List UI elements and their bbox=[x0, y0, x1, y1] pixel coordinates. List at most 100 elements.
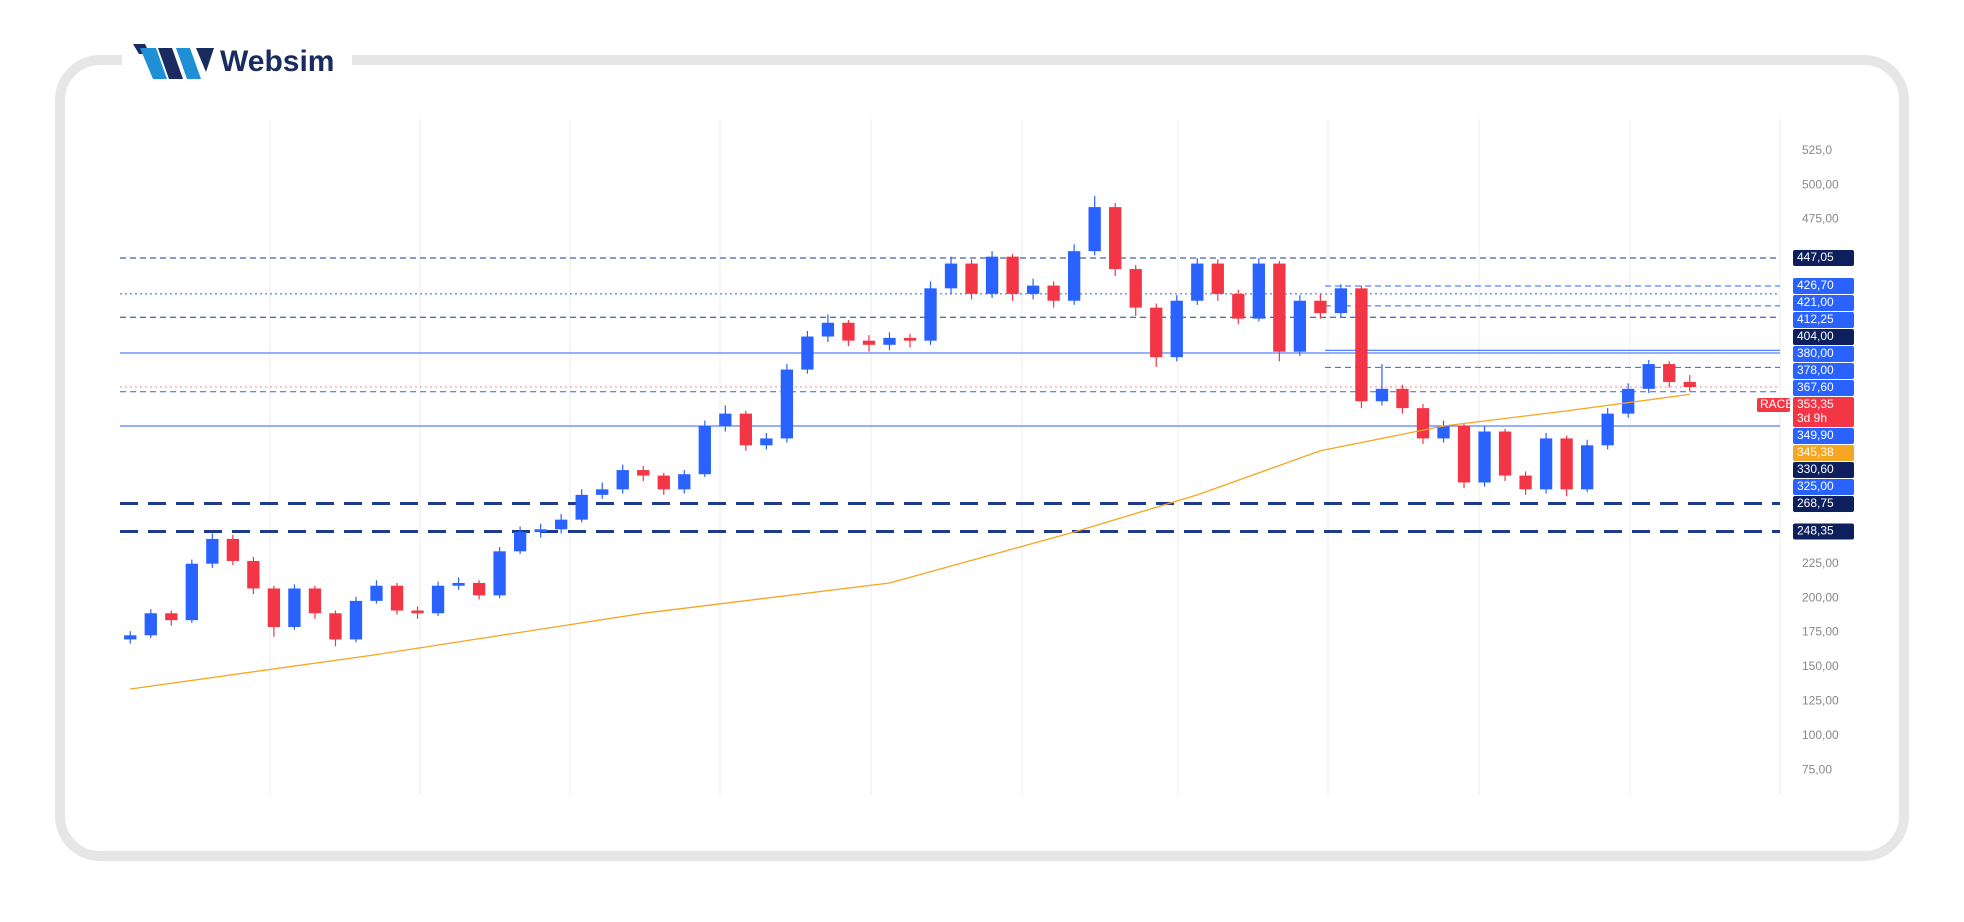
candle-body bbox=[165, 613, 178, 621]
candle-body bbox=[144, 613, 157, 636]
candle-body bbox=[247, 560, 260, 589]
candle-body bbox=[206, 538, 219, 564]
candle-body bbox=[575, 494, 588, 520]
price-tag bbox=[1793, 295, 1854, 312]
price-tag-label: 345,38 bbox=[1797, 445, 1834, 459]
candle-body bbox=[1068, 251, 1081, 301]
price-tag-label: 330,60 bbox=[1797, 462, 1834, 476]
brand-name: Websim bbox=[220, 45, 334, 78]
logo bbox=[133, 44, 214, 79]
price-tag-label: 421,00 bbox=[1797, 295, 1834, 309]
price-tag bbox=[1793, 329, 1854, 346]
candle-body bbox=[657, 475, 670, 490]
candle-body bbox=[965, 263, 978, 294]
y-tick-label: 500,00 bbox=[1802, 177, 1839, 191]
candle-body bbox=[842, 322, 855, 341]
candle-body bbox=[596, 489, 609, 495]
candle-body bbox=[1150, 307, 1163, 358]
price-tag-label: 248,35 bbox=[1797, 524, 1834, 538]
candle-body bbox=[1232, 293, 1245, 319]
price-tag-label: 378,00 bbox=[1797, 363, 1834, 377]
candle-body bbox=[1006, 256, 1019, 294]
candle-body bbox=[431, 585, 445, 614]
candle-body bbox=[1580, 445, 1594, 490]
candle-body bbox=[1211, 263, 1224, 294]
candle-body bbox=[739, 413, 752, 446]
symbol-label: RACE bbox=[1760, 397, 1793, 411]
price-tag-label: 268,75 bbox=[1797, 496, 1834, 510]
candle-body bbox=[698, 426, 711, 475]
candle-body bbox=[985, 256, 999, 294]
price-tag-label: 349,90 bbox=[1797, 428, 1834, 442]
price-tag bbox=[1793, 397, 1854, 428]
candle-body bbox=[944, 263, 958, 289]
candle-body bbox=[493, 551, 506, 596]
y-tick-label: 75,00 bbox=[1802, 762, 1832, 776]
candle-body bbox=[513, 532, 527, 552]
y-tick-label: 150,00 bbox=[1802, 659, 1839, 673]
y-tick-label: 525,0 bbox=[1802, 143, 1832, 157]
countdown: 3d 9h bbox=[1797, 411, 1827, 425]
candle-body bbox=[1498, 431, 1512, 476]
candle-body bbox=[1334, 288, 1348, 314]
price-tag-label: 404,00 bbox=[1797, 329, 1834, 343]
candle-body bbox=[472, 582, 486, 596]
candle-body bbox=[1478, 431, 1491, 483]
candle-body bbox=[760, 438, 773, 446]
price-tag bbox=[1793, 479, 1854, 496]
candle-body bbox=[1026, 285, 1040, 294]
y-tick-label: 225,00 bbox=[1802, 556, 1839, 570]
price-tag-label: 325,00 bbox=[1797, 479, 1834, 493]
candle-body bbox=[411, 610, 424, 614]
candle-body bbox=[452, 582, 465, 586]
price-tag bbox=[1793, 249, 1854, 266]
candle-body bbox=[903, 337, 917, 341]
candle-body bbox=[390, 585, 404, 611]
price-tag-label: 353,35 bbox=[1797, 397, 1834, 411]
candle-body bbox=[1663, 364, 1676, 382]
price-tag-label: 367,60 bbox=[1797, 380, 1834, 394]
candle-body bbox=[637, 470, 650, 476]
candle-body bbox=[1416, 408, 1430, 439]
frame bbox=[55, 55, 1909, 861]
candle-body bbox=[1314, 300, 1327, 314]
candle-body bbox=[616, 470, 629, 490]
moving-average bbox=[130, 393, 1690, 690]
candle-body bbox=[862, 340, 876, 345]
y-tick-label: 100,00 bbox=[1802, 728, 1839, 742]
symbol-tag bbox=[1757, 398, 1790, 413]
price-tag bbox=[1793, 380, 1854, 397]
candle-body bbox=[780, 369, 794, 439]
y-tick-label: 200,00 bbox=[1802, 590, 1839, 604]
price-tag bbox=[1793, 445, 1854, 462]
candle-body bbox=[349, 600, 363, 640]
candle-body bbox=[288, 588, 301, 628]
candle-body bbox=[1539, 438, 1553, 490]
y-tick-label: 475,00 bbox=[1802, 212, 1839, 226]
price-tag-label: 447,05 bbox=[1797, 250, 1834, 264]
candle-body bbox=[1129, 269, 1142, 308]
price-tag-label: 380,00 bbox=[1797, 346, 1834, 360]
grid bbox=[269, 119, 1781, 795]
candle-body bbox=[1293, 300, 1307, 352]
candle-body bbox=[801, 336, 814, 370]
candle-body bbox=[226, 538, 240, 561]
candle-body bbox=[1622, 388, 1635, 414]
price-tag-label: 412,25 bbox=[1797, 312, 1834, 326]
candle-body bbox=[370, 585, 383, 601]
price-tag bbox=[1793, 496, 1854, 513]
y-tick-label: 125,00 bbox=[1802, 694, 1839, 708]
price-tag bbox=[1793, 428, 1854, 445]
candle-body bbox=[1355, 288, 1368, 402]
candle-body bbox=[185, 563, 198, 621]
price-tag bbox=[1793, 312, 1854, 329]
candle-body bbox=[329, 613, 342, 640]
candle-body bbox=[1273, 263, 1286, 352]
candle-body bbox=[1683, 381, 1696, 387]
candle-body bbox=[555, 519, 568, 530]
candle-body bbox=[1191, 263, 1204, 301]
price-tag bbox=[1793, 462, 1854, 479]
candle-body bbox=[308, 588, 322, 614]
candle-body bbox=[1560, 438, 1573, 490]
